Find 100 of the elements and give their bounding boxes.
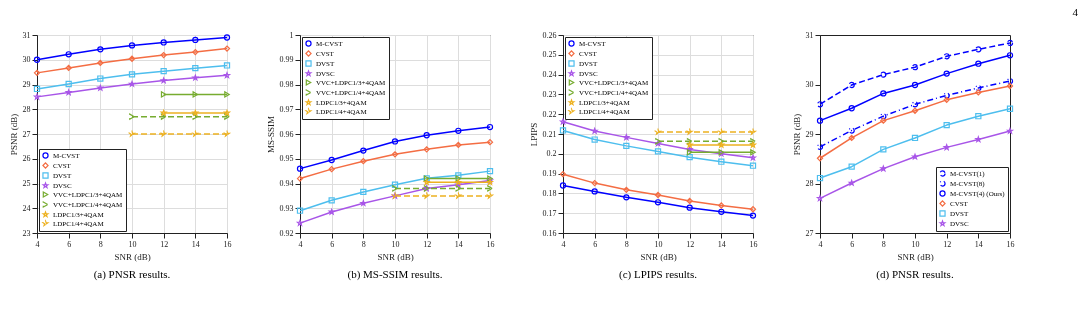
point bbox=[975, 60, 982, 67]
point bbox=[911, 101, 919, 108]
x-tick-label: 4 bbox=[818, 239, 823, 249]
point bbox=[848, 163, 855, 170]
point bbox=[975, 46, 982, 53]
x-tick-label: 8 bbox=[624, 239, 629, 249]
point bbox=[128, 80, 136, 87]
point bbox=[455, 127, 462, 134]
point bbox=[848, 179, 855, 186]
point bbox=[223, 45, 231, 52]
point bbox=[65, 51, 72, 58]
point bbox=[686, 128, 693, 135]
point bbox=[848, 105, 855, 112]
x-tick-label: 12 bbox=[160, 239, 169, 249]
point bbox=[65, 64, 72, 72]
point bbox=[654, 191, 662, 199]
x-axis-title: SNR (dB) bbox=[897, 251, 934, 262]
point bbox=[296, 207, 304, 214]
point bbox=[686, 138, 693, 145]
point bbox=[718, 141, 725, 148]
point bbox=[33, 69, 41, 77]
point bbox=[911, 134, 919, 142]
point bbox=[880, 146, 887, 153]
point bbox=[360, 188, 367, 196]
point bbox=[391, 138, 399, 145]
point bbox=[33, 85, 41, 93]
point bbox=[816, 195, 824, 202]
point bbox=[718, 158, 725, 165]
y-axis-title: PSNR (dB) bbox=[791, 113, 802, 156]
x-tick-label: 4 bbox=[561, 239, 566, 249]
point bbox=[128, 130, 136, 137]
point bbox=[911, 64, 919, 71]
point bbox=[848, 81, 855, 89]
y-tick-label: 0.19 bbox=[542, 169, 557, 179]
point bbox=[97, 84, 104, 91]
point bbox=[423, 132, 430, 139]
point bbox=[718, 202, 725, 209]
point bbox=[943, 121, 950, 129]
point bbox=[943, 53, 950, 60]
point bbox=[749, 154, 757, 161]
x-tick-label: 12 bbox=[943, 239, 952, 249]
y-tick-label: 24 bbox=[22, 203, 31, 213]
x-tick-label: 6 bbox=[850, 239, 855, 249]
y-tick-label: 0.26 bbox=[542, 30, 557, 40]
point bbox=[192, 65, 199, 72]
point bbox=[750, 149, 756, 156]
y-tick-label: 0.97 bbox=[279, 104, 294, 114]
point bbox=[296, 219, 304, 226]
point bbox=[128, 55, 136, 62]
y-tick-label: 0.99 bbox=[279, 55, 294, 65]
point bbox=[455, 181, 462, 188]
point bbox=[224, 113, 230, 120]
point bbox=[97, 59, 104, 67]
x-tick-label: 6 bbox=[330, 239, 335, 249]
point bbox=[192, 130, 199, 137]
x-tick-label: 8 bbox=[98, 239, 103, 249]
point bbox=[160, 39, 167, 46]
point bbox=[623, 194, 630, 201]
y-tick-label: 0.93 bbox=[279, 203, 294, 213]
point bbox=[160, 113, 167, 120]
point bbox=[654, 128, 662, 135]
point bbox=[65, 89, 72, 96]
point bbox=[486, 139, 494, 146]
y-tick-label: 0.98 bbox=[279, 80, 294, 89]
x-tick-label: 4 bbox=[35, 239, 40, 249]
point bbox=[718, 138, 725, 145]
y-tick-label: 30 bbox=[22, 55, 31, 65]
point bbox=[880, 90, 887, 97]
x-tick-label: 10 bbox=[391, 239, 400, 249]
y-tick-label: 25 bbox=[22, 179, 31, 188]
x-axis-title: SNR (dB) bbox=[377, 251, 414, 262]
point bbox=[97, 46, 104, 53]
point bbox=[848, 134, 855, 142]
point bbox=[223, 109, 231, 116]
point bbox=[591, 136, 598, 143]
point bbox=[328, 156, 335, 164]
point bbox=[192, 36, 199, 44]
x-tick-label: 10 bbox=[128, 239, 137, 249]
x-tick-label: 12 bbox=[423, 239, 432, 249]
point bbox=[943, 144, 950, 151]
point bbox=[911, 153, 919, 160]
x-tick-label: 6 bbox=[67, 239, 72, 249]
x-tick-label: 8 bbox=[881, 239, 886, 249]
point bbox=[718, 208, 725, 215]
point bbox=[486, 192, 494, 199]
y-tick-label: 0.96 bbox=[279, 129, 294, 139]
y-tick-label: 27 bbox=[22, 129, 31, 139]
point bbox=[160, 77, 167, 84]
point bbox=[128, 71, 136, 78]
y-tick-label: 0.94 bbox=[279, 179, 294, 188]
x-tick-label: 16 bbox=[749, 239, 758, 249]
point bbox=[559, 118, 567, 125]
point bbox=[975, 113, 982, 120]
y-tick-label: 0.23 bbox=[542, 89, 557, 99]
point bbox=[224, 91, 230, 98]
point bbox=[360, 200, 367, 206]
point bbox=[160, 67, 167, 75]
point bbox=[192, 91, 199, 98]
y-tick-label: 0.16 bbox=[542, 228, 557, 238]
y-tick-label: 28 bbox=[805, 179, 814, 188]
